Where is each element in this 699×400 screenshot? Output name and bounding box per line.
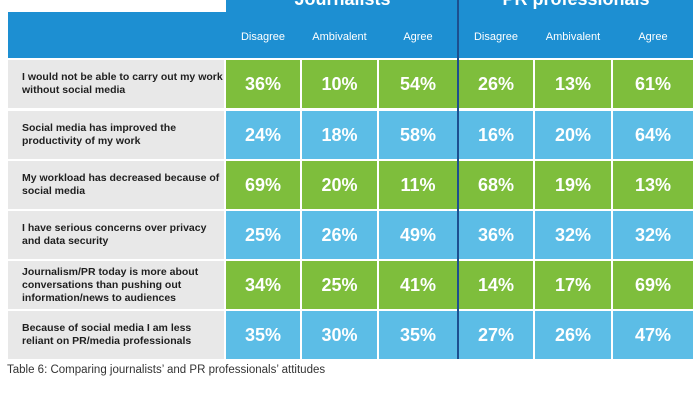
header-band xyxy=(8,12,693,58)
value-cell: 18% xyxy=(302,111,377,159)
value-cell: 11% xyxy=(379,161,457,209)
value-cell: 36% xyxy=(459,211,533,259)
column-header-ambivalent-pr: Ambivalent xyxy=(545,31,601,43)
row-label: My workload has decreased because of soc… xyxy=(8,161,224,209)
value-cell: 27% xyxy=(459,311,533,359)
row-label: Because of social media I am less relian… xyxy=(8,311,224,359)
value-cell: 34% xyxy=(226,261,300,309)
value-cell: 54% xyxy=(379,60,457,108)
row-label: Social media has improved the productivi… xyxy=(8,111,224,159)
value-cell: 20% xyxy=(535,111,611,159)
column-header-agree-pr: Agree xyxy=(638,31,668,43)
value-cell: 49% xyxy=(379,211,457,259)
value-cell: 58% xyxy=(379,111,457,159)
value-cell: 30% xyxy=(302,311,377,359)
value-cell: 17% xyxy=(535,261,611,309)
row-label: I have serious concerns over privacy and… xyxy=(8,211,224,259)
column-header-disagree-pr: Disagree xyxy=(473,31,519,43)
group-label-journalists: Journalists xyxy=(226,0,459,9)
column-header-agree-journalists: Agree xyxy=(403,31,433,43)
value-cell: 36% xyxy=(226,60,300,108)
value-cell: 19% xyxy=(535,161,611,209)
value-cell: 35% xyxy=(226,311,300,359)
group-header-pr: PR professionals xyxy=(459,0,693,12)
value-cell: 32% xyxy=(535,211,611,259)
column-header-ambivalent-journalists: Ambivalent xyxy=(312,31,367,43)
value-cell: 13% xyxy=(613,161,693,209)
value-cell: 13% xyxy=(535,60,611,108)
group-label-pr: PR professionals xyxy=(459,0,693,9)
value-cell: 69% xyxy=(226,161,300,209)
row-label: Journalism/PR today is more about conver… xyxy=(8,261,224,309)
value-cell: 26% xyxy=(535,311,611,359)
value-cell: 41% xyxy=(379,261,457,309)
value-cell: 68% xyxy=(459,161,533,209)
value-cell: 69% xyxy=(613,261,693,309)
value-cell: 32% xyxy=(613,211,693,259)
group-header-journalists: Journalists xyxy=(226,0,459,12)
value-cell: 26% xyxy=(302,211,377,259)
value-cell: 14% xyxy=(459,261,533,309)
column-header-disagree-journalists: Disagree xyxy=(240,31,286,43)
table-caption: Table 6: Comparing journalists’ and PR p… xyxy=(7,364,326,376)
value-cell: 35% xyxy=(379,311,457,359)
value-cell: 20% xyxy=(302,161,377,209)
value-cell: 10% xyxy=(302,60,377,108)
value-cell: 25% xyxy=(302,261,377,309)
value-cell: 26% xyxy=(459,60,533,108)
value-cell: 47% xyxy=(613,311,693,359)
value-cell: 24% xyxy=(226,111,300,159)
group-divider xyxy=(457,0,459,359)
row-label: I would not be able to carry out my work… xyxy=(8,60,224,108)
value-cell: 61% xyxy=(613,60,693,108)
value-cell: 64% xyxy=(613,111,693,159)
value-cell: 25% xyxy=(226,211,300,259)
value-cell: 16% xyxy=(459,111,533,159)
